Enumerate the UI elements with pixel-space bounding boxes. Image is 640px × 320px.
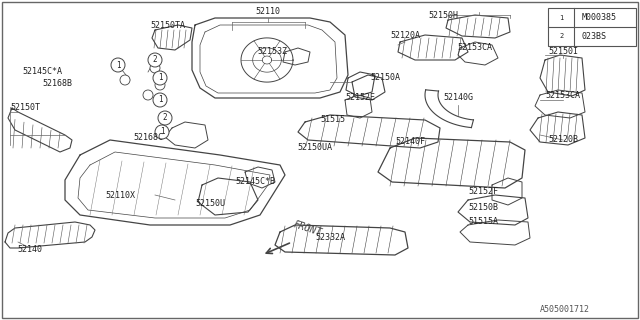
Text: 52150B: 52150B: [468, 203, 498, 212]
Text: 52152E: 52152E: [345, 92, 375, 101]
Text: 52150UA: 52150UA: [298, 143, 333, 153]
Text: 1: 1: [559, 14, 563, 20]
Circle shape: [153, 71, 167, 85]
Text: 1: 1: [116, 60, 120, 69]
Circle shape: [155, 80, 165, 90]
Bar: [548, 8, 636, 46]
Text: 2: 2: [153, 55, 157, 65]
Text: 52150TA: 52150TA: [150, 21, 186, 30]
Circle shape: [111, 58, 125, 72]
Text: FRONT: FRONT: [292, 220, 323, 238]
Text: 023BS: 023BS: [582, 32, 607, 41]
Circle shape: [148, 53, 162, 67]
Text: 52153CA: 52153CA: [545, 92, 580, 100]
Text: 51515: 51515: [320, 116, 345, 124]
Circle shape: [155, 125, 169, 139]
Text: 52152F: 52152F: [468, 188, 498, 196]
Circle shape: [556, 12, 566, 23]
Text: 1: 1: [157, 74, 163, 83]
Text: 52150I: 52150I: [548, 47, 578, 57]
Text: 52140: 52140: [17, 245, 42, 254]
Text: 52153Z: 52153Z: [257, 47, 287, 57]
Text: 52110: 52110: [255, 7, 280, 17]
Text: 52140G: 52140G: [443, 93, 473, 102]
Text: 52153CA: 52153CA: [458, 43, 493, 52]
Text: 52150H: 52150H: [428, 11, 458, 20]
Text: 2: 2: [559, 34, 563, 39]
Circle shape: [143, 90, 153, 100]
Text: A505001712: A505001712: [540, 306, 590, 315]
Circle shape: [120, 75, 130, 85]
Text: 52332A: 52332A: [315, 233, 345, 242]
Text: 52140F: 52140F: [395, 138, 425, 147]
Text: 1: 1: [157, 95, 163, 105]
Text: 52110X: 52110X: [105, 191, 135, 201]
Text: M000385: M000385: [582, 13, 617, 22]
Circle shape: [158, 111, 172, 125]
Circle shape: [153, 93, 167, 107]
Text: 51515A: 51515A: [468, 218, 498, 227]
Text: 52120A: 52120A: [390, 30, 420, 39]
Text: 52150T: 52150T: [10, 102, 40, 111]
Circle shape: [556, 31, 566, 42]
Text: 52150A: 52150A: [370, 74, 400, 83]
Text: 52120B: 52120B: [548, 135, 578, 145]
Text: 52168B: 52168B: [42, 79, 72, 89]
Text: 52145C*A: 52145C*A: [22, 68, 62, 76]
Circle shape: [150, 63, 160, 73]
Text: 52168C: 52168C: [133, 133, 163, 142]
Text: 52150U: 52150U: [195, 198, 225, 207]
Text: 2: 2: [163, 114, 167, 123]
Text: 52145C*B: 52145C*B: [235, 178, 275, 187]
Text: 1: 1: [160, 127, 164, 137]
